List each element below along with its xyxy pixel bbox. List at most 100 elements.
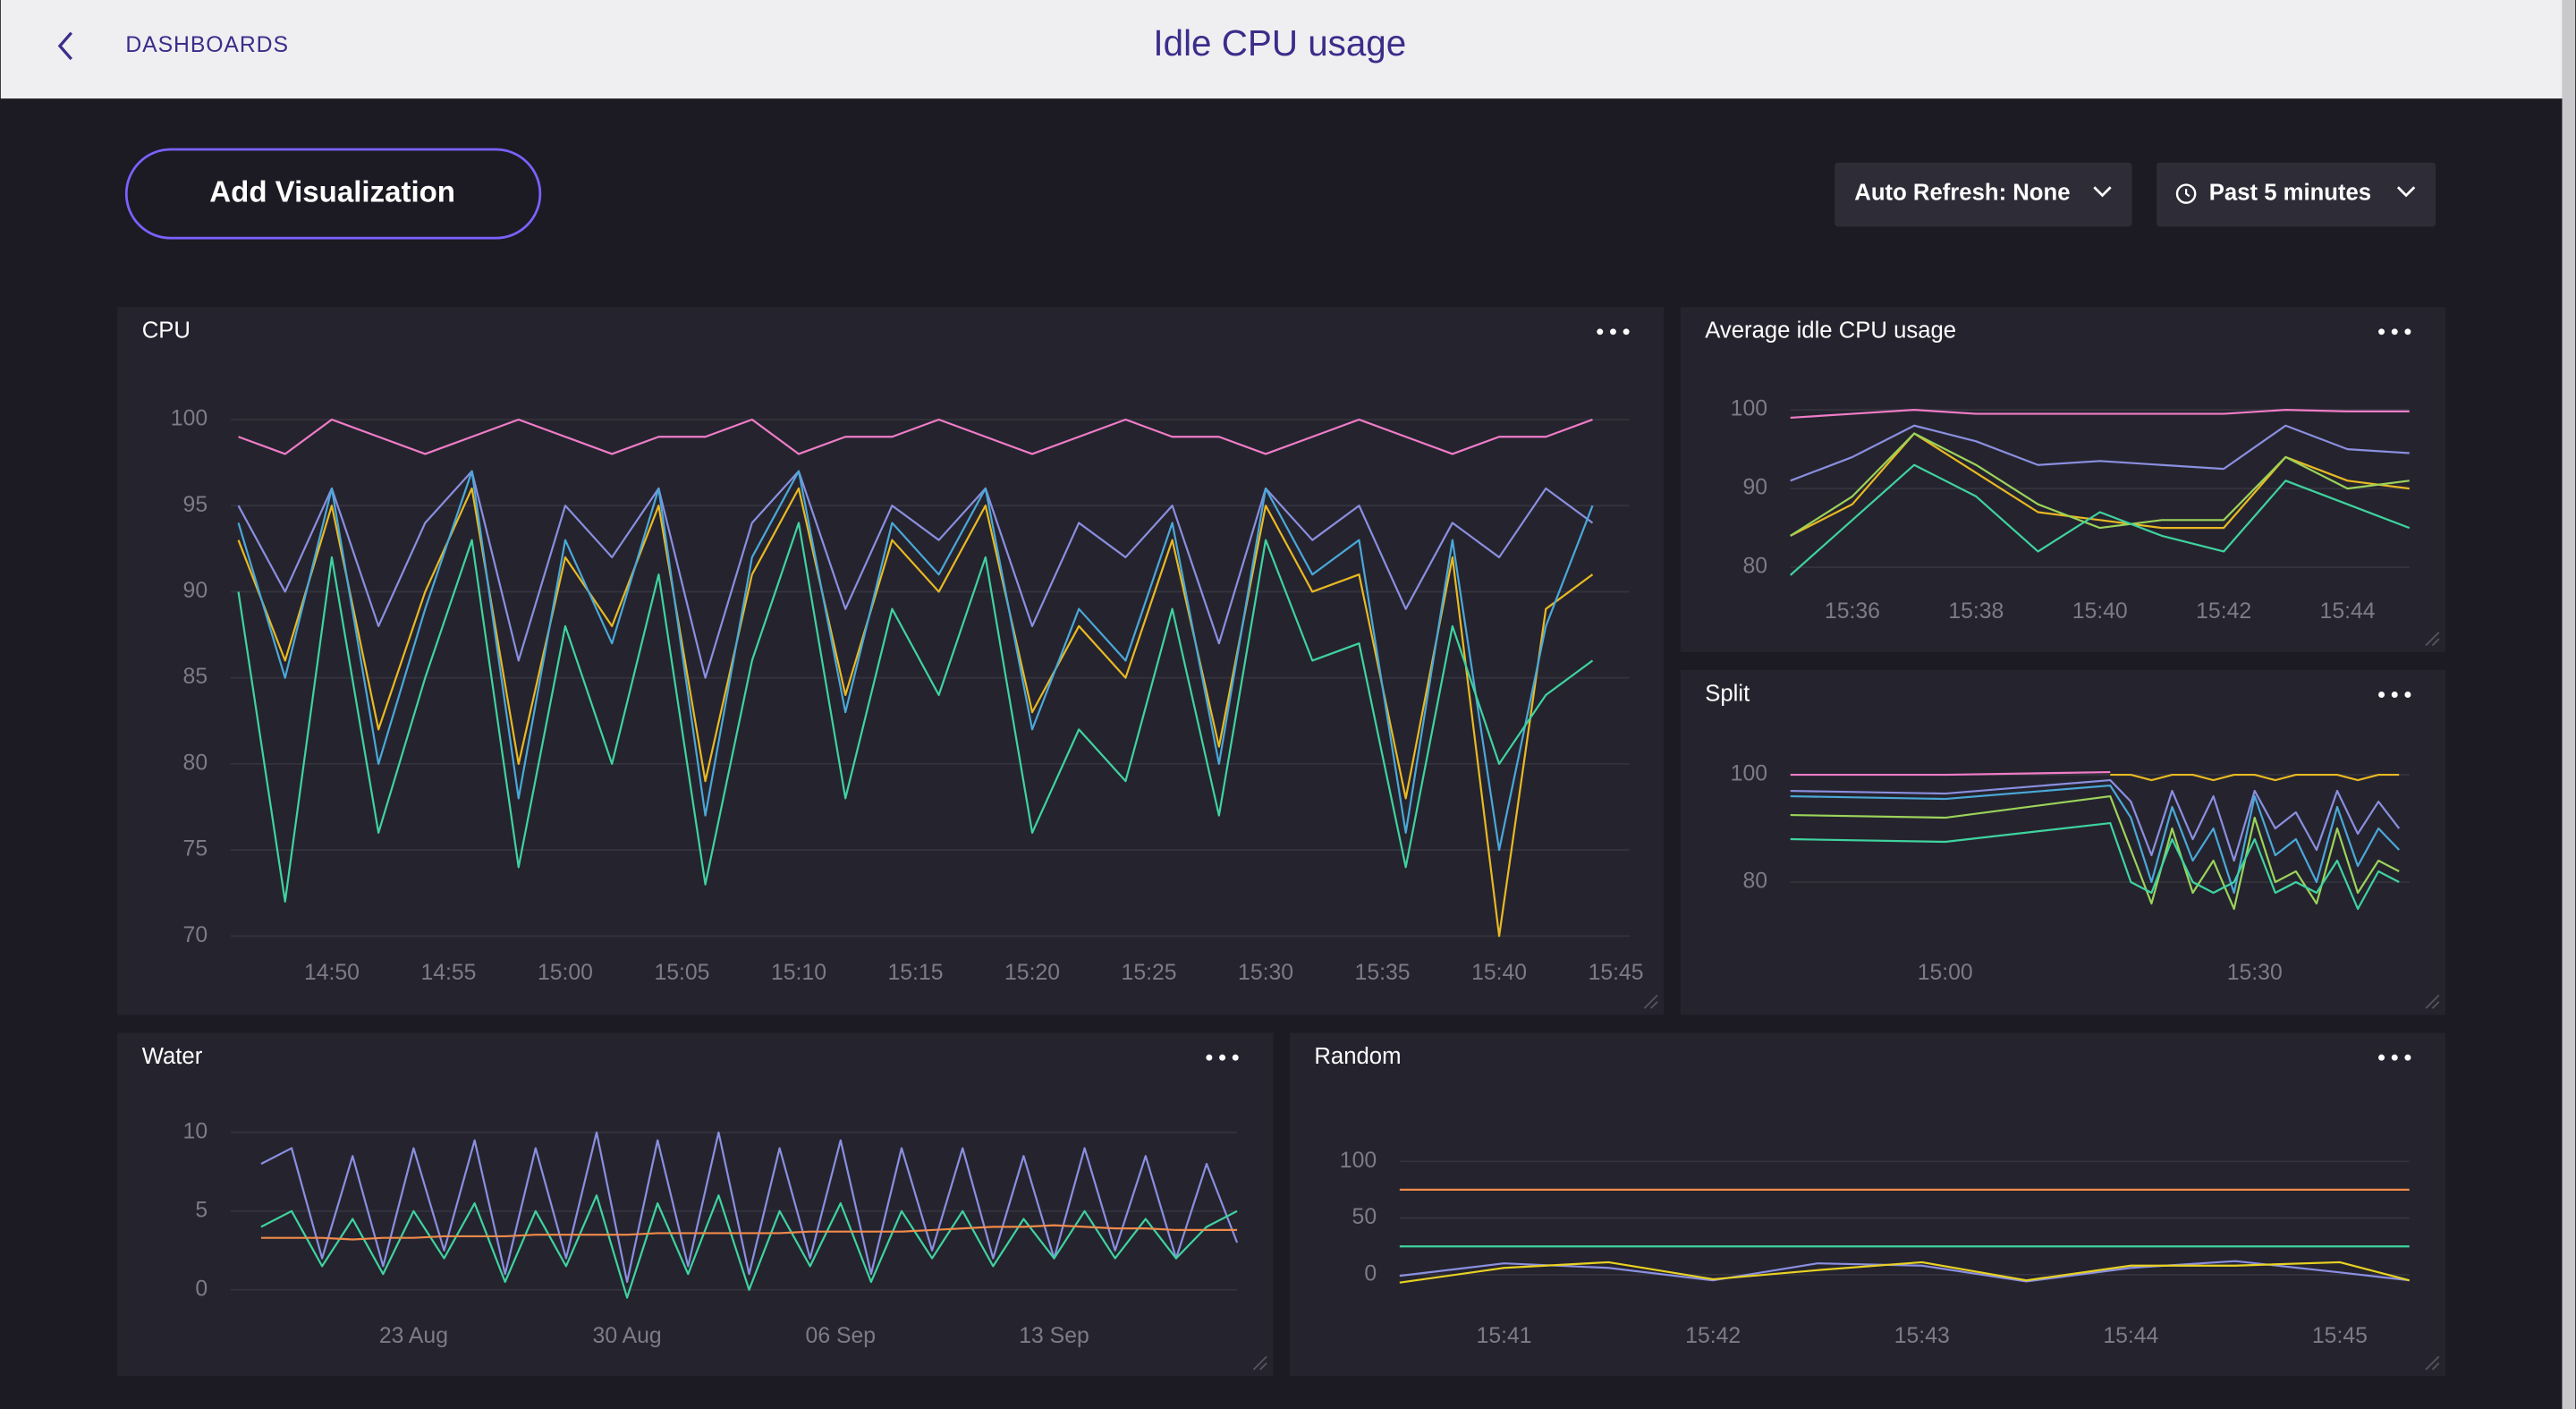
clock-icon xyxy=(2175,183,2197,204)
x-tick-label: 06 Sep xyxy=(806,1324,877,1348)
panel-title: Split xyxy=(1705,681,1750,706)
resize-handle xyxy=(2425,1355,2440,1371)
menu-dot[interactable] xyxy=(2391,1054,2398,1061)
series-line xyxy=(1790,409,2410,420)
series-line xyxy=(1790,821,2400,911)
x-tick-label: 15:38 xyxy=(1948,599,2004,624)
menu-dot[interactable] xyxy=(2378,1054,2385,1061)
panel xyxy=(1680,669,2446,1015)
panel-title: Average idle CPU usage xyxy=(1705,318,1956,344)
resize-handle xyxy=(2425,994,2440,1009)
x-tick-label: 15:42 xyxy=(1685,1324,1741,1348)
x-tick-label: 15:30 xyxy=(2227,961,2283,985)
x-tick-label: 14:50 xyxy=(304,961,360,985)
panel xyxy=(1680,307,2446,652)
range-dropdown[interactable] xyxy=(2157,162,2436,227)
series-line xyxy=(237,470,1594,852)
panel xyxy=(1289,1032,2446,1377)
menu-dot[interactable] xyxy=(1597,328,1604,335)
y-tick-label: 95 xyxy=(183,493,208,517)
menu-dot[interactable] xyxy=(1206,1054,1213,1061)
panel-title: Random xyxy=(1314,1044,1401,1069)
menu-dot[interactable] xyxy=(2378,328,2385,335)
nav-link[interactable]: DASHBOARDS xyxy=(125,33,289,57)
panel xyxy=(117,1032,1274,1377)
series-line xyxy=(1790,770,2111,777)
x-tick-label: 15:42 xyxy=(2196,599,2251,624)
menu-dot[interactable] xyxy=(2391,328,2398,335)
x-tick-label: 14:55 xyxy=(420,961,476,985)
series-line xyxy=(1790,794,2400,911)
x-tick-label: 15:10 xyxy=(771,961,826,985)
x-tick-label: 15:05 xyxy=(654,961,709,985)
x-tick-label: 15:40 xyxy=(2072,599,2128,624)
add-visualization-button[interactable] xyxy=(124,148,542,240)
series-line xyxy=(1790,432,2410,537)
y-tick-label: 50 xyxy=(1352,1205,1377,1229)
y-tick-label: 80 xyxy=(1742,870,1767,894)
menu-dot[interactable] xyxy=(2378,691,2385,698)
x-tick-label: 15:30 xyxy=(1238,961,1293,985)
resize-handle xyxy=(1252,1355,1267,1371)
range-label: Past 5 minutes xyxy=(2209,180,2371,205)
resize-handle xyxy=(2425,632,2440,647)
x-tick-label: 15:25 xyxy=(1122,961,1177,985)
resize-handle xyxy=(1643,994,1658,1009)
x-tick-label: 15:44 xyxy=(2320,599,2376,624)
menu-dot[interactable] xyxy=(1219,1054,1226,1061)
y-tick-label: 85 xyxy=(183,665,208,689)
menu-dot[interactable] xyxy=(2391,691,2398,698)
x-tick-label: 23 Aug xyxy=(379,1324,448,1348)
x-tick-label: 15:45 xyxy=(2312,1324,2368,1348)
series-line xyxy=(2110,773,2400,782)
x-tick-label: 15:00 xyxy=(538,961,593,985)
panel xyxy=(117,307,1665,1015)
series-line xyxy=(1399,1260,2411,1284)
chevron xyxy=(2093,186,2112,198)
x-tick-label: 30 Aug xyxy=(593,1324,662,1348)
page-title: Idle CPU usage xyxy=(1153,22,1406,64)
menu-dot[interactable] xyxy=(1623,328,1630,335)
panel-title: CPU xyxy=(142,318,191,344)
menu-dot[interactable] xyxy=(2404,1054,2411,1061)
chevron xyxy=(2396,186,2416,198)
back-button[interactable] xyxy=(57,31,73,61)
y-tick-label: 100 xyxy=(1340,1149,1377,1173)
menu-dot[interactable] xyxy=(1232,1054,1239,1061)
series-line xyxy=(260,1131,1239,1284)
refresh-dropdown[interactable] xyxy=(1835,162,2132,227)
y-tick-label: 100 xyxy=(171,407,208,431)
button-label: Add Visualization xyxy=(209,175,455,208)
x-tick-label: 15:44 xyxy=(2103,1324,2158,1348)
y-tick-label: 80 xyxy=(1742,555,1767,579)
x-tick-label: 15:45 xyxy=(1589,961,1644,985)
series-line xyxy=(1790,784,2401,895)
x-tick-label: 15:15 xyxy=(888,961,944,985)
y-tick-label: 0 xyxy=(195,1277,208,1301)
y-tick-label: 75 xyxy=(183,837,208,862)
y-tick-label: 70 xyxy=(183,923,208,947)
y-tick-label: 90 xyxy=(183,579,208,603)
series-line xyxy=(1789,463,2411,576)
menu-dot[interactable] xyxy=(2404,691,2411,698)
x-tick-label: 15:36 xyxy=(1825,599,1880,624)
series-line xyxy=(1790,778,2401,862)
menu-dot[interactable] xyxy=(2404,328,2411,335)
y-tick-label: 100 xyxy=(1731,397,1767,421)
x-tick-label: 13 Sep xyxy=(1019,1324,1089,1348)
y-tick-label: 5 xyxy=(195,1198,208,1222)
x-tick-label: 15:40 xyxy=(1471,961,1527,985)
x-tick-label: 15:41 xyxy=(1477,1324,1532,1348)
refresh-label: Auto Refresh: None xyxy=(1854,180,2070,205)
series-line xyxy=(1790,432,2410,537)
y-tick-label: 90 xyxy=(1742,476,1767,500)
panel-title: Water xyxy=(142,1044,203,1069)
x-tick-label: 15:00 xyxy=(1918,961,1973,985)
x-tick-label: 15:20 xyxy=(1004,961,1060,985)
menu-dot[interactable] xyxy=(1609,328,1616,335)
scrollbar xyxy=(2562,0,2576,1409)
x-tick-label: 15:35 xyxy=(1355,961,1411,985)
clock-hands xyxy=(2185,189,2190,198)
